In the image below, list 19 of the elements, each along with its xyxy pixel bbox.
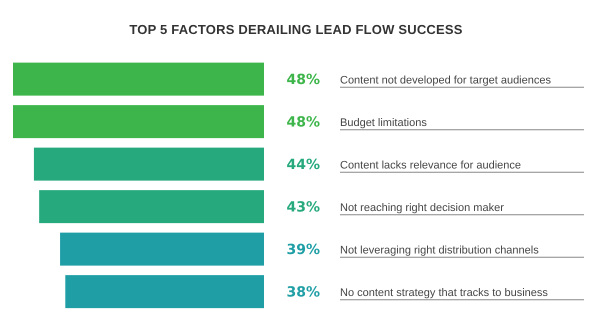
data-label: 48% — [286, 72, 320, 88]
y-tick-label: No content strategy that tracks to business — [340, 286, 548, 299]
data-label: 38% — [286, 284, 320, 301]
bar — [13, 62, 264, 96]
data-label: 43% — [286, 200, 320, 216]
data-label: 44% — [286, 157, 320, 174]
y-tick-label: Not reaching right decision maker — [340, 202, 504, 214]
bar — [39, 190, 264, 224]
y-tick-label: Budget limitations — [340, 116, 428, 129]
data-label: 48% — [286, 114, 320, 131]
data-label: 39% — [286, 242, 320, 258]
y-tick-label: Content not developed for target audiences — [340, 74, 552, 86]
bar — [65, 275, 264, 308]
y-tick-label: Not leveraging right distribution channels — [340, 244, 540, 256]
bar — [13, 105, 264, 138]
bar — [34, 148, 264, 181]
bar — [60, 232, 264, 266]
text: TOP 5 FACTORS DERAILING LEAD FLOW SUCCESS — [128, 22, 464, 37]
y-tick-label: Content lacks relevance for audience — [340, 159, 521, 172]
